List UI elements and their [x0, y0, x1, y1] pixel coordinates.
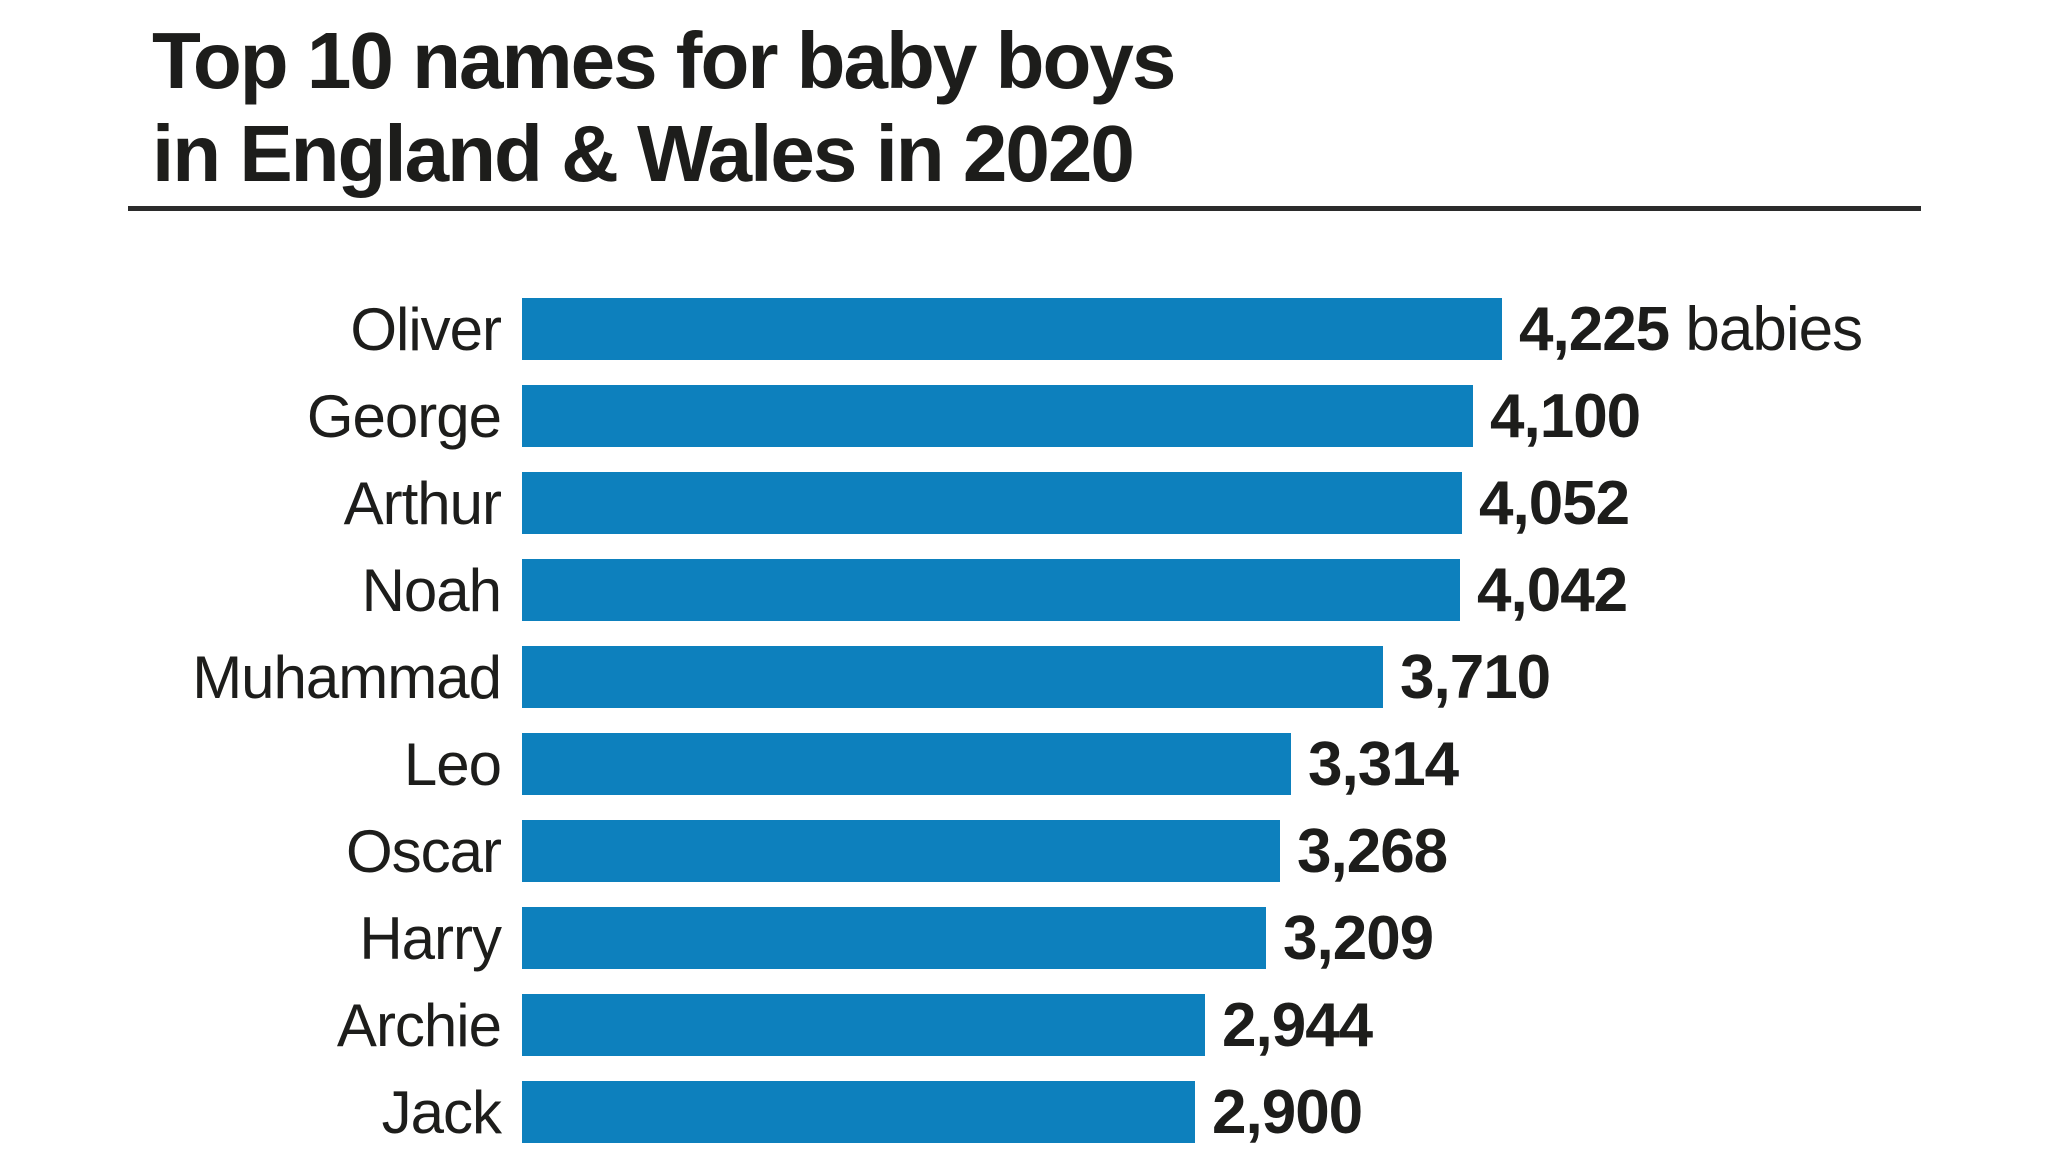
value-bar	[522, 559, 1460, 621]
value-number: 4,225	[1519, 294, 1670, 364]
value-label: 4,042	[1477, 555, 1628, 626]
value-bar	[522, 733, 1291, 795]
category-label: Jack	[381, 1078, 502, 1146]
value-number: 4,052	[1479, 468, 1630, 538]
value-bar	[522, 907, 1266, 969]
value-number: 3,710	[1400, 642, 1551, 712]
value-label: 3,268	[1297, 816, 1448, 887]
value-bar	[522, 472, 1462, 534]
bar-row: Oliver 4,225 babies	[0, 295, 2048, 364]
value-unit: babies	[1669, 294, 1863, 364]
value-bar	[522, 1081, 1195, 1143]
value-number: 2,944	[1222, 990, 1373, 1060]
value-label: 3,710	[1400, 642, 1551, 713]
bar-row: Leo 3,314	[0, 730, 2048, 799]
value-bar	[522, 385, 1473, 447]
value-bar	[522, 646, 1383, 708]
bar-row: Harry 3,209	[0, 904, 2048, 973]
chart-title: Top 10 names for baby boys in England & …	[152, 14, 1176, 200]
value-label: 3,314	[1308, 729, 1459, 800]
value-number: 2,900	[1212, 1077, 1363, 1147]
category-label: Archie	[336, 991, 502, 1059]
value-number: 3,268	[1297, 816, 1448, 886]
bar-row: George 4,100	[0, 382, 2048, 451]
value-number: 4,042	[1477, 555, 1628, 625]
category-label: Harry	[359, 904, 502, 972]
bar-chart: Oliver 4,225 babies George 4,100 Arthur …	[0, 295, 2048, 1152]
bar-row: Jack 2,900	[0, 1078, 2048, 1147]
value-bar	[522, 820, 1280, 882]
category-label: Noah	[361, 556, 502, 624]
category-label: George	[306, 382, 502, 450]
title-divider	[128, 206, 1921, 211]
value-bar	[522, 298, 1502, 360]
value-label: 4,052	[1479, 468, 1630, 539]
category-label: Arthur	[343, 469, 502, 537]
chart-title-line2: in England & Wales in 2020	[152, 109, 1135, 198]
value-number: 3,314	[1308, 729, 1459, 799]
value-label: 4,225 babies	[1519, 294, 1863, 365]
category-label: Muhammad	[192, 643, 502, 711]
value-label: 2,900	[1212, 1077, 1363, 1148]
bar-row: Arthur 4,052	[0, 469, 2048, 538]
value-label: 2,944	[1222, 990, 1373, 1061]
value-label: 4,100	[1490, 381, 1641, 452]
bar-row: Noah 4,042	[0, 556, 2048, 625]
bar-row: Archie 2,944	[0, 991, 2048, 1060]
category-label: Leo	[403, 730, 502, 798]
value-bar	[522, 994, 1205, 1056]
value-number: 3,209	[1283, 903, 1434, 973]
bar-row: Muhammad 3,710	[0, 643, 2048, 712]
value-number: 4,100	[1490, 381, 1641, 451]
value-label: 3,209	[1283, 903, 1434, 974]
bar-row: Oscar 3,268	[0, 817, 2048, 886]
category-label: Oscar	[345, 817, 502, 885]
chart-title-line1: Top 10 names for baby boys	[152, 16, 1176, 105]
category-label: Oliver	[350, 295, 502, 363]
